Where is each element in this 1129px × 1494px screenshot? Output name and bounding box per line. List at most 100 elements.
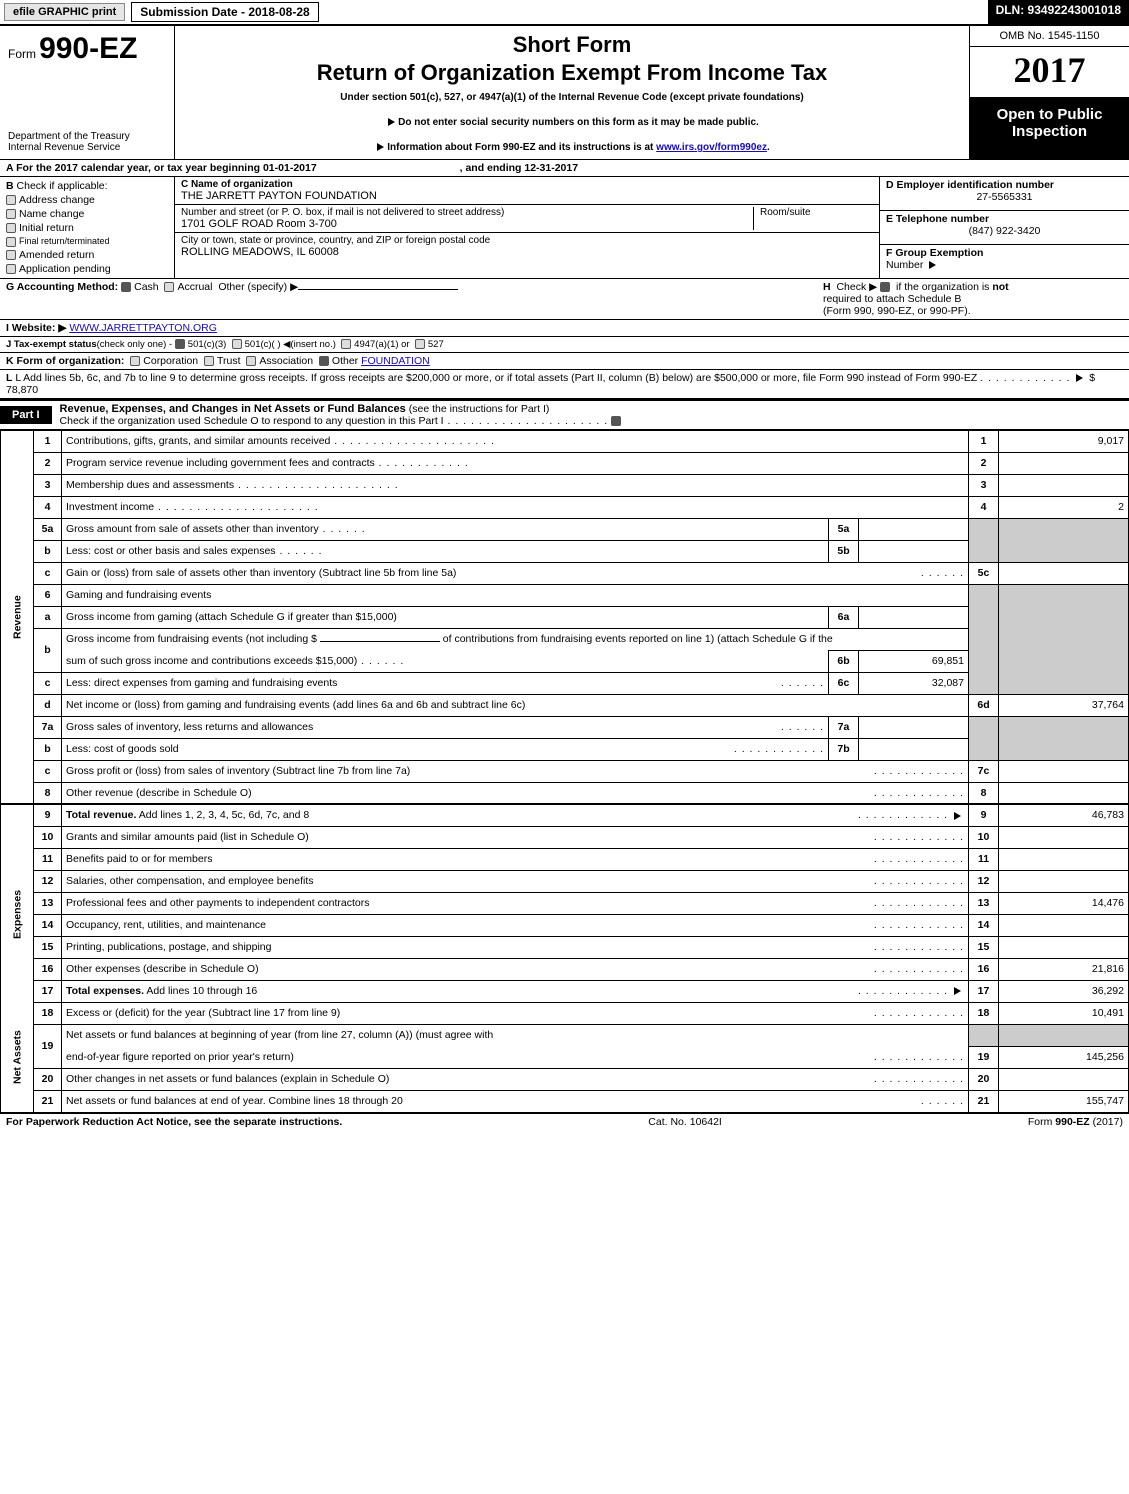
dept-treasury: Department of the Treasury <box>8 131 166 142</box>
submission-date: Submission Date - 2018-08-28 <box>131 2 318 22</box>
triangle-icon <box>1076 374 1083 382</box>
efile-print-button[interactable]: efile GRAPHIC print <box>4 3 125 21</box>
table-row: bLess: cost or other basis and sales exp… <box>1 540 1129 562</box>
checkbox-address-change[interactable] <box>6 195 16 205</box>
table-row: 13Professional fees and other payments t… <box>1 892 1129 914</box>
checkbox-4947[interactable] <box>341 339 351 349</box>
form-instructions-link[interactable]: www.irs.gov/form990ez <box>656 142 767 153</box>
radio-accrual[interactable] <box>164 282 174 292</box>
line-l: L L Add lines 5b, 6c, and 7b to line 9 t… <box>0 370 1129 399</box>
department-block: Department of the Treasury Internal Reve… <box>8 131 166 153</box>
radio-cash[interactable] <box>121 282 131 292</box>
checkbox-assoc[interactable] <box>246 356 256 366</box>
entity-block: B Check if applicable: Address change Na… <box>0 177 1129 279</box>
line-i: I Website: ▶ WWW.JARRETTPAYTON.ORG <box>0 320 1129 337</box>
info-line: Information about Form 990-EZ and its in… <box>185 142 959 153</box>
footer-right: Form 990-EZ (2017) <box>1028 1116 1123 1128</box>
form-header: Form 990-EZ Department of the Treasury I… <box>0 26 1129 160</box>
part1-header: Part I Revenue, Expenses, and Changes in… <box>0 399 1129 430</box>
checkbox-527[interactable] <box>415 339 425 349</box>
short-form-title: Short Form <box>185 32 959 58</box>
table-row: aGross income from gaming (attach Schedu… <box>1 606 1129 628</box>
right-info-column: D Employer identification number 27-5565… <box>879 177 1129 278</box>
checkbox-final-return[interactable] <box>6 237 16 247</box>
table-row: 6Gaming and fundraising events <box>1 584 1129 606</box>
checkbox-501c[interactable] <box>232 339 242 349</box>
ein-value: 27-5565331 <box>886 191 1123 203</box>
phone-value: (847) 922-3420 <box>886 225 1123 237</box>
page-footer: For Paperwork Reduction Act Notice, see … <box>0 1113 1129 1130</box>
main-title: Return of Organization Exempt From Incom… <box>185 60 959 86</box>
table-row: end-of-year figure reported on prior yea… <box>1 1046 1129 1068</box>
checkbox-trust[interactable] <box>204 356 214 366</box>
value-line-6b: 69,851 <box>859 650 969 672</box>
checkbox-application-pending[interactable] <box>6 264 16 274</box>
triangle-icon <box>929 261 936 269</box>
value-line-13: 14,476 <box>999 892 1129 914</box>
dln-box: DLN: 93492243001018 <box>988 0 1129 24</box>
checkbox-name-change[interactable] <box>6 209 16 219</box>
table-row: bLess: cost of goods sold7b <box>1 738 1129 760</box>
org-name: THE JARRETT PAYTON FOUNDATION <box>181 190 873 202</box>
value-line-6d: 37,764 <box>999 694 1129 716</box>
value-line-18: 10,491 <box>999 1002 1129 1024</box>
table-row: 8Other revenue (describe in Schedule O)8 <box>1 782 1129 804</box>
checkbox-other-org[interactable] <box>319 356 329 366</box>
header-left: Form 990-EZ Department of the Treasury I… <box>0 26 175 159</box>
donot-line: Do not enter social security numbers on … <box>185 117 959 128</box>
open-to-public: Open to Public Inspection <box>970 98 1129 159</box>
form-prefix: Form <box>8 47 36 61</box>
checkbox-amended-return[interactable] <box>6 250 16 260</box>
value-line-17: 36,292 <box>999 980 1129 1002</box>
org-type-value[interactable]: FOUNDATION <box>361 355 430 367</box>
table-row: 11Benefits paid to or for members11 <box>1 848 1129 870</box>
part1-table: Revenue 1Contributions, gifts, grants, a… <box>0 430 1129 1113</box>
line-g-h: G Accounting Method: Cash Accrual Other … <box>0 279 1129 320</box>
table-row: cGain or (loss) from sale of assets othe… <box>1 562 1129 584</box>
footer-catno: Cat. No. 10642I <box>648 1116 722 1128</box>
table-row: dNet income or (loss) from gaming and fu… <box>1 694 1129 716</box>
checkbox-corp[interactable] <box>130 356 140 366</box>
table-row: 16Other expenses (describe in Schedule O… <box>1 958 1129 980</box>
part1-tab: Part I <box>0 406 52 424</box>
org-city: ROLLING MEADOWS, IL 60008 <box>181 246 873 258</box>
table-row: 5aGross amount from sale of assets other… <box>1 518 1129 540</box>
name-address-column: C Name of organization THE JARRETT PAYTO… <box>175 177 879 278</box>
value-line-1: 9,017 <box>999 430 1129 452</box>
form-number: 990-EZ <box>39 32 137 65</box>
table-row: 20Other changes in net assets or fund ba… <box>1 1068 1129 1090</box>
table-row: cLess: direct expenses from gaming and f… <box>1 672 1129 694</box>
value-line-6c: 32,087 <box>859 672 969 694</box>
table-row: 3Membership dues and assessments3 <box>1 474 1129 496</box>
checkbox-501c3[interactable] <box>175 339 185 349</box>
b-label: B <box>6 180 14 192</box>
checkbox-initial-return[interactable] <box>6 223 16 233</box>
table-row: bGross income from fundraising events (n… <box>1 628 1129 650</box>
expenses-label: Expenses <box>1 826 34 1002</box>
triangle-icon <box>954 812 961 820</box>
value-line-9: 46,783 <box>999 804 1129 826</box>
part1-title: Revenue, Expenses, and Changes in Net As… <box>52 401 633 429</box>
omb-number: OMB No. 1545-1150 <box>970 26 1129 47</box>
checkbox-h[interactable] <box>880 282 890 292</box>
top-bar: efile GRAPHIC print Submission Date - 20… <box>0 0 1129 26</box>
table-row: 7aGross sales of inventory, less returns… <box>1 716 1129 738</box>
table-row: cGross profit or (loss) from sales of in… <box>1 760 1129 782</box>
subtitle: Under section 501(c), 527, or 4947(a)(1)… <box>185 92 959 103</box>
dept-irs: Internal Revenue Service <box>8 142 166 153</box>
table-row: Expenses 10Grants and similar amounts pa… <box>1 826 1129 848</box>
table-row: 12Salaries, other compensation, and empl… <box>1 870 1129 892</box>
check-column-b: B Check if applicable: Address change Na… <box>0 177 175 278</box>
value-line-4: 2 <box>999 496 1129 518</box>
table-row: 17Total expenses. Add lines 10 through 1… <box>1 980 1129 1002</box>
checkbox-schedule-o[interactable] <box>611 416 621 426</box>
line-a: A For the 2017 calendar year, or tax yea… <box>0 160 1129 177</box>
org-address: 1701 GOLF ROAD Room 3-700 <box>181 218 753 230</box>
table-row: 15Printing, publications, postage, and s… <box>1 936 1129 958</box>
netassets-label: Net Assets <box>1 1002 34 1112</box>
website-link[interactable]: WWW.JARRETTPAYTON.ORG <box>69 322 217 334</box>
header-right: OMB No. 1545-1150 2017 Open to Public In… <box>969 26 1129 159</box>
triangle-icon <box>377 143 384 151</box>
table-row: 21Net assets or fund balances at end of … <box>1 1090 1129 1112</box>
table-row: 14Occupancy, rent, utilities, and mainte… <box>1 914 1129 936</box>
